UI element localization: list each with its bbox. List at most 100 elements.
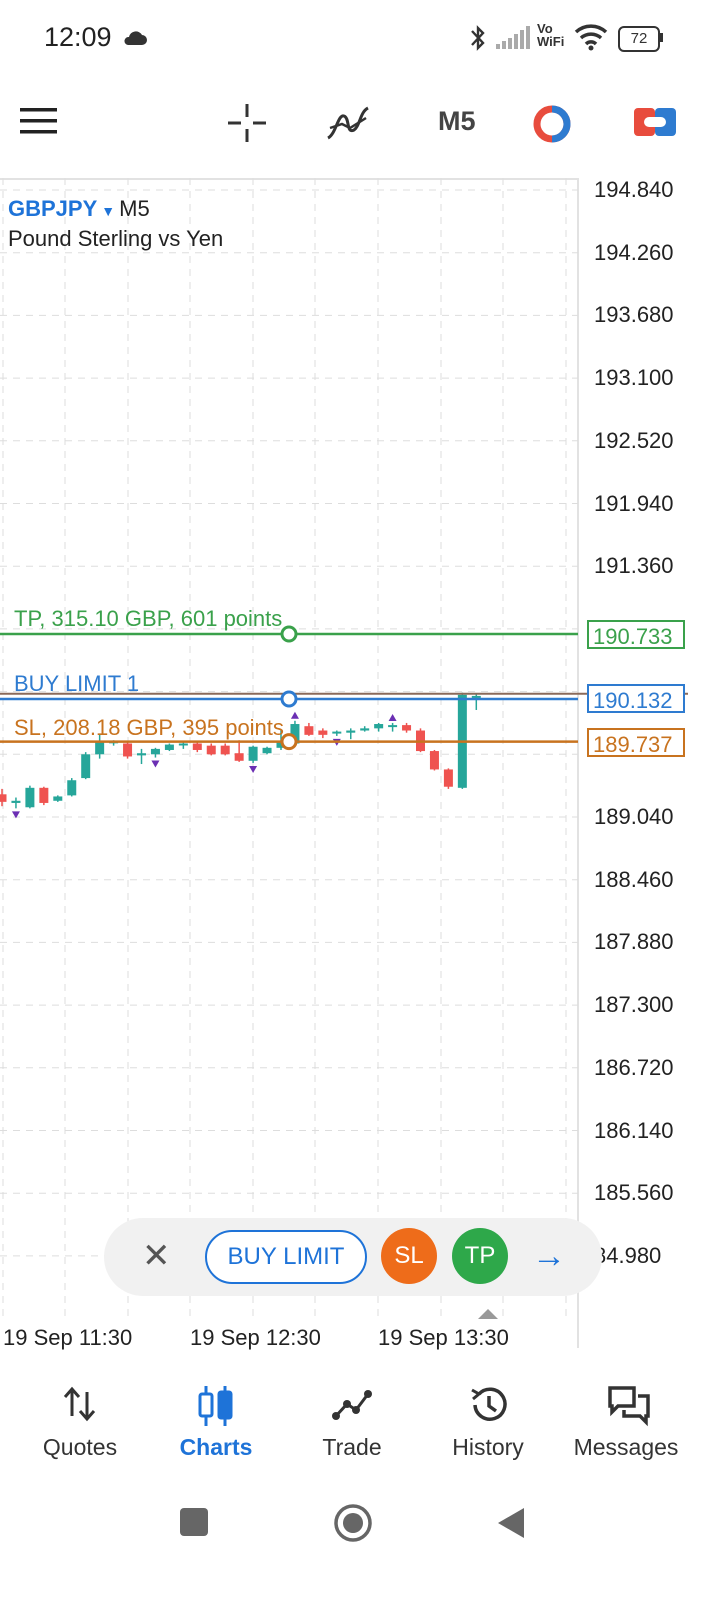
battery-icon: 72 xyxy=(618,26,660,52)
recents-square-icon[interactable] xyxy=(180,1508,208,1536)
buy-limit-line-handle[interactable] xyxy=(280,690,298,708)
candle-bull xyxy=(248,746,258,761)
vowifi-label: Vo WiFi xyxy=(537,21,565,49)
candle-bull xyxy=(53,796,63,801)
timeframe-button[interactable]: M5 xyxy=(438,106,476,136)
candle-bull xyxy=(346,730,356,733)
candle-bull xyxy=(67,780,77,796)
chart-toolbar: M5 xyxy=(0,80,720,176)
candle-bear xyxy=(192,743,202,750)
fractal-down-marker xyxy=(249,765,258,773)
cellular-signal-icon xyxy=(496,26,530,49)
nav-trade[interactable]: Trade xyxy=(282,1362,422,1482)
fractal-up-marker xyxy=(388,713,397,721)
price-tick-label: 194.840 xyxy=(594,177,674,202)
tp-price-tag: 190.733 xyxy=(587,620,685,649)
price-tick-label: 188.460 xyxy=(594,866,674,892)
sl-line-label[interactable]: SL, 208.18 GBP, 395 points xyxy=(14,715,284,740)
fractal-up-marker xyxy=(290,711,299,719)
nav-quotes[interactable]: Quotes xyxy=(10,1362,150,1482)
price-tick-label: 187.300 xyxy=(594,992,674,1018)
history-icon xyxy=(471,1387,507,1421)
sl-button[interactable]: SL xyxy=(381,1228,437,1284)
candle-bull xyxy=(276,741,286,748)
candle-bull xyxy=(25,787,35,808)
candle-bear xyxy=(443,769,453,787)
sl-price-tag: 189.737 xyxy=(587,728,685,757)
tp-line-handle[interactable] xyxy=(280,625,298,643)
price-tick-label: 84.980 xyxy=(594,1242,662,1268)
wifi-icon xyxy=(574,24,608,51)
price-tick-label: 189.040 xyxy=(594,804,674,829)
candle-bear xyxy=(318,730,328,735)
candle-bear xyxy=(304,726,314,735)
status-bar: 12:09 Vo WiFi 72 xyxy=(0,0,720,80)
candle-bear xyxy=(402,725,412,731)
dropdown-triangle-icon[interactable]: ▼ xyxy=(101,203,116,219)
home-circle-icon[interactable] xyxy=(332,1502,374,1544)
candle-bear xyxy=(220,745,230,755)
fractal-down-marker xyxy=(151,760,160,768)
chart-canvas[interactable] xyxy=(0,178,720,1358)
nav-charts[interactable]: Charts xyxy=(146,1362,286,1482)
candle-bear xyxy=(0,794,7,802)
status-time: 12:09 xyxy=(44,22,112,52)
candle-bull xyxy=(81,754,91,779)
price-tick-label: 185.560 xyxy=(594,1180,674,1206)
trade-panel-icon[interactable] xyxy=(634,108,676,138)
candle-bear xyxy=(123,743,133,757)
one-click-trading-icon[interactable] xyxy=(532,104,572,144)
candles-icon xyxy=(198,1386,233,1426)
time-tick-label: 19 Sep 11:30 xyxy=(3,1325,133,1350)
sl-line-handle[interactable] xyxy=(280,733,298,751)
crosshair-icon[interactable] xyxy=(226,102,268,144)
time-tick-label: 19 Sep 13:30 xyxy=(378,1325,509,1350)
time-tick-label: 19 Sep 12:30 xyxy=(190,1325,321,1350)
expand-up-icon[interactable] xyxy=(478,1308,498,1320)
order-action-bar: ✕ BUY LIMIT SL TP → xyxy=(104,1218,602,1296)
price-tick-label: 193.680 xyxy=(594,302,674,328)
symbol-name[interactable]: GBPJPY xyxy=(8,196,98,221)
buy-limit-line-label[interactable]: BUY LIMIT 1 xyxy=(14,671,140,696)
symbol-header[interactable]: GBPJPY ▼ M5 xyxy=(8,196,150,222)
tp-line-label[interactable]: TP, 315.10 GBP, 601 points xyxy=(14,606,283,631)
buy-limit-button[interactable]: BUY LIMIT xyxy=(205,1230,367,1284)
price-chart[interactable]: GBPJPY ▼ M5 Pound Sterling vs Yen 194.840 1… xyxy=(0,177,720,1358)
candle-bull xyxy=(332,731,342,734)
candle-bull xyxy=(164,744,174,750)
back-triangle-icon[interactable] xyxy=(496,1506,526,1540)
candle-bull xyxy=(388,725,398,728)
price-tick-label: 192.520 xyxy=(594,427,674,453)
close-order-icon[interactable]: ✕ xyxy=(142,1237,171,1275)
menu-icon[interactable] xyxy=(20,108,58,136)
candle-bull xyxy=(11,800,21,803)
bluetooth-icon xyxy=(471,25,485,51)
buy-limit-price-tag: 190.132 xyxy=(587,684,685,713)
system-navigation-bar xyxy=(0,1482,720,1600)
cloud-icon xyxy=(124,31,147,45)
candle-bull xyxy=(360,728,370,731)
trend-line-icon xyxy=(332,1390,372,1420)
chat-bubbles-icon xyxy=(608,1386,650,1427)
candle-bull xyxy=(374,724,384,729)
nav-history[interactable]: History xyxy=(418,1362,558,1482)
price-tick-label: 193.100 xyxy=(594,365,674,391)
indicators-icon[interactable] xyxy=(326,104,370,142)
candle-bear xyxy=(234,753,244,761)
nav-messages[interactable]: Messages xyxy=(556,1362,696,1482)
symbol-timeframe: M5 xyxy=(119,196,150,221)
arrows-updown-icon xyxy=(63,1386,96,1422)
price-tick-label: 186.140 xyxy=(594,1117,674,1143)
candle-bull xyxy=(290,724,300,744)
nav-history-label: History xyxy=(452,1434,524,1460)
arrow-right-icon[interactable]: → xyxy=(532,1237,566,1275)
price-tick-label: 194.260 xyxy=(594,239,674,265)
candle-bull xyxy=(95,742,105,755)
candle-bull xyxy=(178,743,188,746)
price-tick-label: 187.880 xyxy=(594,929,674,955)
nav-quotes-label: Quotes xyxy=(42,1434,118,1460)
symbol-description: Pound Sterling vs Yen xyxy=(8,226,224,251)
tp-button[interactable]: TP xyxy=(452,1228,508,1284)
nav-charts-label: Charts xyxy=(179,1434,253,1460)
candle-bear xyxy=(39,787,49,803)
